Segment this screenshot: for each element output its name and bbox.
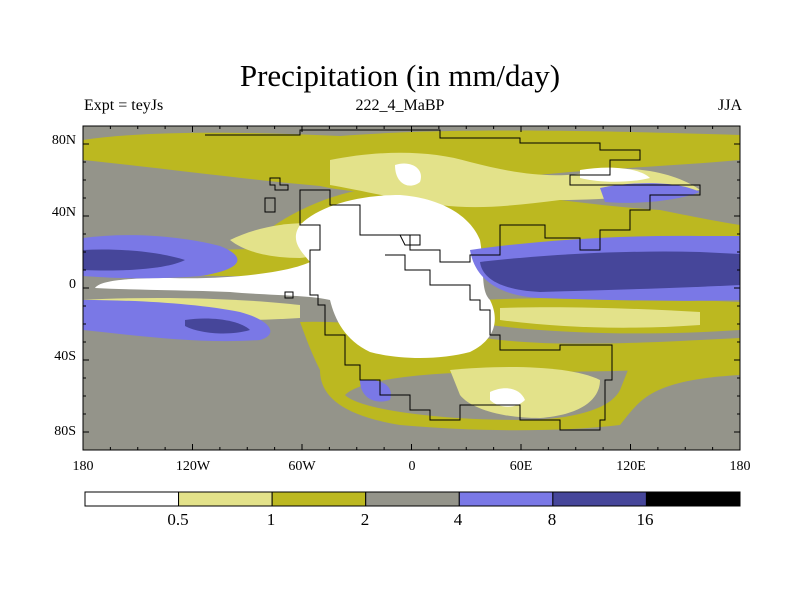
lon-label-60e: 60E (509, 459, 533, 474)
field-very-wet-west (83, 249, 185, 271)
map-field (83, 126, 740, 450)
lat-label-80n: 80N (51, 133, 76, 148)
lon-label-120e: 120E (616, 459, 646, 474)
lat-label-equator: 0 (69, 277, 76, 292)
colorbar-label-16: 16 (636, 510, 654, 529)
colorbar-label-4: 4 (453, 510, 463, 529)
colorbar (84, 491, 741, 507)
field-dry-east (580, 167, 650, 182)
field-dry-north (395, 163, 421, 186)
colorbar-label-1: 1 (266, 510, 276, 529)
field-very-wet-south-west (185, 318, 250, 334)
map-ticks (82, 125, 741, 451)
land-outline-island-1 (269, 177, 289, 191)
field-wet-east-upper (600, 183, 700, 203)
time-period-label: 222_4_MaBP (355, 97, 445, 114)
field-very-wet-east (480, 251, 740, 292)
lat-label-40s: 40S (54, 349, 76, 364)
experiment-label: Expt = teyJs (84, 97, 164, 114)
colorbar-swatch (645, 491, 741, 507)
lat-label-40n: 40N (51, 205, 76, 220)
field-dry-core (95, 195, 495, 358)
field-dry-south (490, 388, 525, 407)
colorbar-label-2: 2 (360, 510, 370, 529)
land-outline-island-3 (284, 291, 294, 299)
colorbar-swatch (178, 491, 273, 507)
colorbar-swatch (84, 491, 180, 507)
colorbar-swatch (458, 491, 554, 507)
lon-label-180e: 180 (729, 459, 751, 474)
season-label: JJA (717, 97, 742, 114)
lon-label-120w: 120W (175, 459, 211, 474)
colorbar-swatch (271, 491, 367, 507)
colorbar-label-0-5: 0.5 (167, 510, 189, 529)
colorbar-swatch (552, 491, 647, 507)
land-outline-island-4 (399, 234, 421, 246)
colorbar-swatch (365, 491, 460, 507)
lon-label-0: 0 (408, 459, 416, 474)
lat-label-80s: 80S (54, 424, 76, 439)
field-wet-south (360, 379, 391, 402)
land-outline (205, 129, 701, 431)
lon-label-60w: 60W (288, 459, 316, 474)
land-outline-island-2 (264, 197, 276, 213)
plot-title: Precipitation (in mm/day) (239, 58, 561, 93)
field-light-south-east (500, 307, 700, 328)
colorbar-label-8: 8 (547, 510, 557, 529)
lon-label-180w: 180 (72, 459, 94, 474)
